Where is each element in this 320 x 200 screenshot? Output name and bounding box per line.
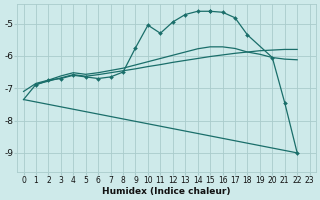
X-axis label: Humidex (Indice chaleur): Humidex (Indice chaleur) xyxy=(102,187,231,196)
